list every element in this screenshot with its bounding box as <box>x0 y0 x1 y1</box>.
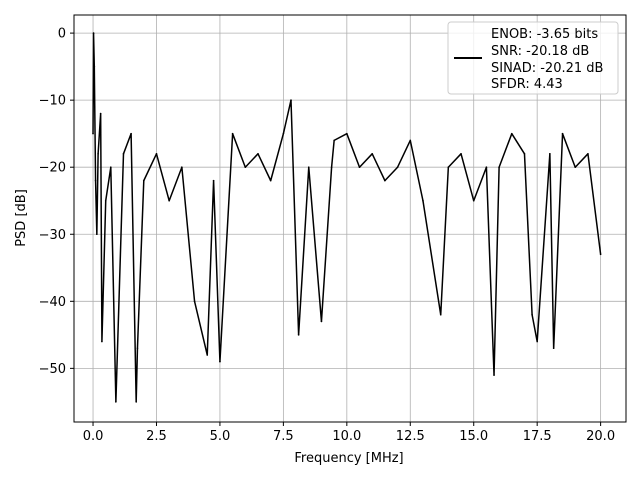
psd-data-point <box>307 166 310 169</box>
legend-sinad: SINAD: -20.21 dB <box>491 61 603 76</box>
x-tick-label: 12.5 <box>396 429 425 444</box>
psd-data-point <box>130 132 132 135</box>
y-tick-label: −10 <box>39 94 66 109</box>
y-axis-label: PSD [dB] <box>14 189 29 247</box>
psd-data-point <box>92 132 94 135</box>
psd-data-point <box>409 139 412 142</box>
psd-data-point <box>536 340 538 343</box>
plot-frame <box>73 14 627 423</box>
psd-data-point <box>574 166 577 169</box>
psd-data-point <box>498 166 500 169</box>
psd-data-point <box>110 166 112 169</box>
psd-data-point <box>523 152 526 155</box>
x-tick-label: 5.0 <box>210 429 231 444</box>
x-axis: 0.0 2.5 5.0 7.5 10.0 12.5 15.0 17.5 20.0 <box>83 422 615 444</box>
psd-data-point <box>257 152 259 155</box>
psd-data-point <box>561 132 564 135</box>
y-tick-label: −40 <box>39 295 66 310</box>
psd-data-point <box>94 179 97 182</box>
x-tick-label: 0.0 <box>83 429 104 444</box>
psd-data-point <box>96 233 98 236</box>
y-tick-label: 0 <box>58 27 66 42</box>
psd-data-point <box>142 179 145 182</box>
x-tick-label: 10.0 <box>332 429 361 444</box>
psd-data-point <box>219 360 221 363</box>
legend-snr: SNR: -20.18 dB <box>491 44 589 59</box>
x-tick-label: 17.5 <box>523 429 552 444</box>
psd-data-point <box>549 152 551 155</box>
psd-data-point <box>422 199 424 202</box>
x-tick-label: 20.0 <box>586 429 615 444</box>
psd-data-point <box>212 179 215 182</box>
psd-data-point <box>330 166 333 169</box>
psd-data-point <box>384 179 386 182</box>
psd-data-point <box>115 401 117 403</box>
psd-data-point <box>599 253 602 256</box>
psd-data-point <box>485 166 488 169</box>
psd-data-point <box>346 132 348 135</box>
x-tick-label: 2.5 <box>146 429 167 444</box>
psd-data-point <box>193 300 196 303</box>
psd-data-point <box>493 374 495 376</box>
psd-data-point <box>282 132 285 135</box>
psd-data-point <box>122 152 125 155</box>
psd-series-line <box>92 32 602 403</box>
psd-data-point <box>168 199 170 202</box>
psd-data-point <box>244 166 247 169</box>
x-tick-label: 7.5 <box>273 429 294 444</box>
psd-data-point <box>439 313 442 316</box>
psd-data-point <box>206 354 209 356</box>
y-tick-label: −20 <box>39 161 66 176</box>
psd-data-point <box>155 152 158 155</box>
y-tick-label: −30 <box>39 228 66 243</box>
grid <box>74 15 626 422</box>
x-axis-label: Frequency [MHz] <box>294 451 403 466</box>
psd-data-point <box>97 152 99 155</box>
psd-data-point <box>136 347 139 350</box>
series-layer <box>92 32 602 403</box>
psd-data-point <box>396 166 399 169</box>
psd-data-point <box>93 65 96 68</box>
psd-data-point <box>531 313 533 316</box>
psd-data-point <box>99 112 102 115</box>
psd-data-point <box>135 401 137 403</box>
legend-sfdr: SFDR: 4.43 <box>491 77 563 92</box>
psd-data-point <box>290 99 292 101</box>
psd-data-point <box>460 152 462 155</box>
psd-data-point <box>358 166 361 169</box>
psd-data-point <box>371 152 374 155</box>
x-tick-label: 15.0 <box>459 429 488 444</box>
psd-data-point <box>181 166 183 169</box>
psd-data-point <box>472 199 475 202</box>
psd-data-point <box>297 334 300 336</box>
psd-data-point <box>320 320 323 323</box>
psd-data-point <box>510 132 513 135</box>
legend: ENOB: -3.65 bits SNR: -20.18 dB SINAD: -… <box>447 21 619 95</box>
psd-data-point <box>447 166 450 169</box>
psd-data-point <box>101 340 103 343</box>
psd-data-point <box>231 132 234 135</box>
legend-enob: ENOB: -3.65 bits <box>491 27 598 42</box>
psd-data-point <box>92 32 95 34</box>
psd-data-point <box>587 152 589 155</box>
y-axis: 0 −10 −20 −30 −40 −50 <box>39 27 74 377</box>
psd-data-point <box>333 139 335 142</box>
psd-data-point <box>104 199 107 202</box>
psd-data-point <box>269 179 272 182</box>
psd-data-point <box>552 347 555 350</box>
y-tick-label: −50 <box>39 362 66 377</box>
legend-box <box>447 21 619 95</box>
